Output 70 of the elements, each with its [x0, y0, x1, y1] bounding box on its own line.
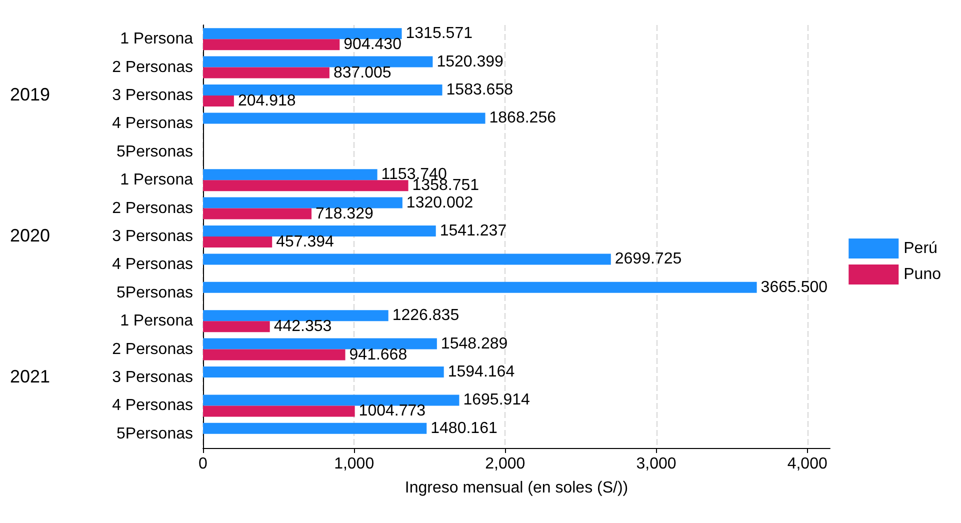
y-tick-label: 5Personas — [116, 284, 193, 302]
data-label: 1583.658 — [446, 82, 514, 98]
data-label: 1004.773 — [358, 402, 426, 420]
x-tick-label: 0 — [198, 456, 208, 472]
x-tick-label: 2,000 — [485, 456, 526, 472]
y-tick-label: 4 Personas — [112, 115, 193, 132]
data-label: 1541.237 — [440, 222, 507, 240]
x-axis-title: Ingreso mensual (en soles (S/)) — [404, 480, 628, 496]
data-label: 1480.161 — [430, 420, 498, 437]
data-label: 718.329 — [316, 205, 374, 222]
data-label: 2699.725 — [614, 250, 682, 268]
bar — [203, 422, 427, 434]
bar — [203, 349, 346, 360]
y-tick-label: 1 Persona — [120, 312, 194, 330]
data-label: 1520.399 — [436, 53, 504, 70]
y-tick-label: 5Personas — [116, 143, 193, 160]
data-label: 1695.914 — [463, 392, 530, 409]
y-tick-label: 4 Personas — [112, 397, 193, 414]
data-label: 457.394 — [276, 234, 334, 250]
y-tick-label: 4 Personas — [112, 256, 193, 274]
y-tick-label: 3 Personas — [112, 369, 193, 386]
bar — [203, 180, 408, 192]
data-label: 1594.164 — [448, 364, 515, 380]
legend-label: Perú — [904, 240, 938, 257]
y-tick-label: 5Personas — [116, 425, 193, 442]
data-label: 837.005 — [333, 64, 392, 82]
data-label: 1548.289 — [440, 335, 508, 352]
data-label: 204.918 — [238, 92, 296, 110]
data-label: 1868.256 — [489, 110, 556, 127]
bar — [203, 56, 433, 68]
bar — [203, 28, 402, 40]
bar — [203, 254, 611, 265]
bar — [203, 39, 340, 50]
y-tick-label: 3 Personas — [112, 87, 193, 104]
x-tick-label: 1,000 — [334, 456, 374, 472]
data-label: 904.430 — [344, 36, 402, 54]
bar — [203, 226, 436, 236]
x-tick-label: 4,000 — [787, 456, 828, 472]
bar — [203, 282, 757, 293]
y-tick-label: 2 Personas — [112, 58, 193, 76]
bar — [203, 406, 355, 417]
bar — [203, 236, 272, 248]
bar — [203, 310, 388, 322]
bar — [203, 394, 460, 406]
data-label: 1320.002 — [406, 194, 474, 212]
y-tick-label: 1 Persona — [120, 30, 194, 48]
data-label: 442.353 — [274, 318, 332, 336]
bar — [203, 338, 437, 350]
y-tick-label: 1 Persona — [120, 172, 194, 189]
y-tick-label: 3 Personas — [112, 228, 193, 245]
text: 2021 — [10, 366, 50, 386]
data-label: 1315.571 — [406, 25, 473, 42]
bar — [203, 321, 270, 332]
y-tick-label: 2 Personas — [112, 200, 193, 217]
bar — [203, 112, 486, 124]
x-tick-label: 3,000 — [636, 456, 676, 472]
text: 2020 — [10, 226, 50, 246]
bar — [203, 67, 330, 78]
bar — [203, 169, 378, 180]
bar — [203, 208, 312, 220]
data-label: 3665.500 — [760, 278, 828, 296]
legend-label: Puno — [904, 266, 942, 283]
data-label: 941.668 — [349, 346, 408, 364]
data-label: 1226.835 — [392, 307, 460, 324]
bar — [203, 84, 442, 96]
bar — [203, 197, 402, 208]
y-tick-label: 2 Personas — [112, 340, 193, 358]
bar — [203, 96, 234, 106]
text: 2019 — [10, 84, 50, 104]
bar — [203, 366, 444, 378]
